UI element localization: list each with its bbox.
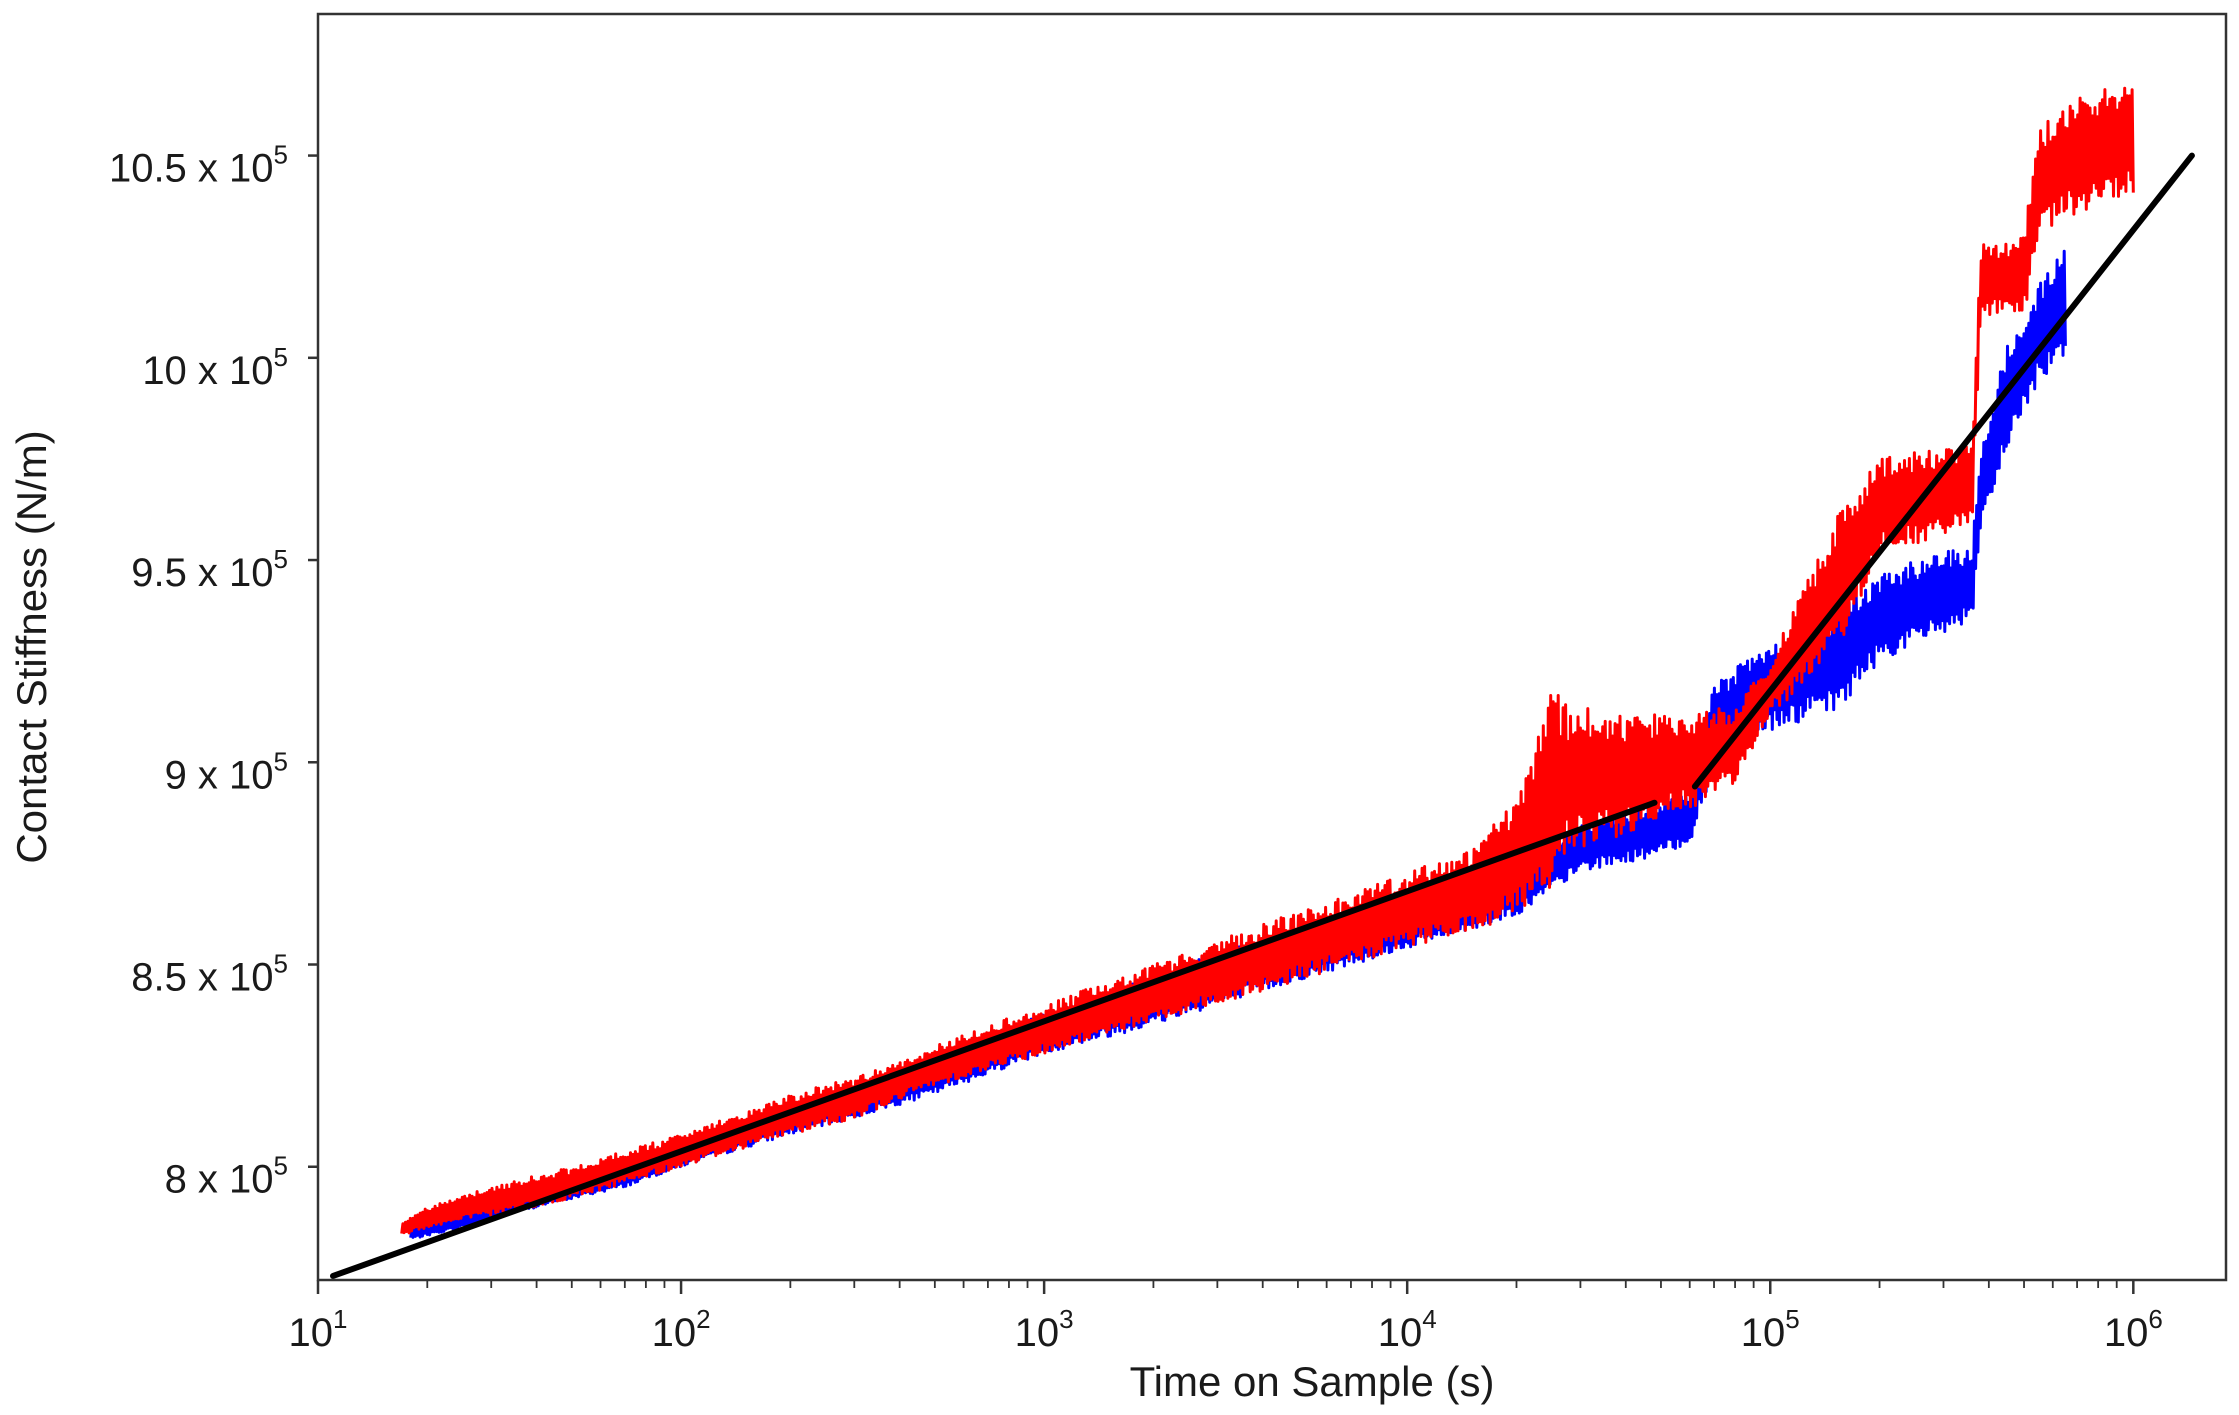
x-axis-title: Time on Sample (s)	[1130, 1358, 1495, 1405]
y-tick-label: 8 x 105	[165, 1151, 288, 1202]
y-axis-title: Contact Stiffness (N/m)	[8, 430, 55, 863]
x-tick-label: 105	[1741, 1304, 1800, 1355]
plot-frame	[316, 12, 2228, 1282]
y-tick-label: 8.5 x 105	[131, 949, 288, 1000]
y-tick-label: 10.5 x 105	[109, 140, 288, 191]
x-tick-label: 106	[2104, 1304, 2163, 1355]
x-tick-label: 101	[289, 1304, 348, 1355]
x-tick-label: 104	[1378, 1304, 1437, 1355]
x-tick-label: 103	[1015, 1304, 1074, 1355]
y-tick-label: 9 x 105	[165, 746, 288, 797]
x-tick-label: 102	[652, 1304, 711, 1355]
fit-line-2	[1691, 152, 2195, 790]
y-tick-label: 9.5 x 105	[131, 544, 288, 595]
x-axis: 101 102 103 104 105 106	[289, 1280, 2163, 1355]
series-2-line	[400, 86, 2135, 1235]
y-tick-label: 10 x 105	[142, 342, 288, 393]
fit-line-1	[330, 799, 1658, 1279]
y-axis: 8 x 105 8.5 x 105 9 x 105 9.5 x 105 10 x 105…	[109, 140, 318, 1202]
